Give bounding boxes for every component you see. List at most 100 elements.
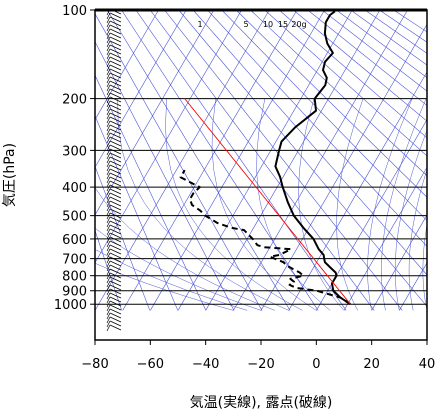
moist-adiabat-line — [95, 262, 234, 311]
isotherm-line — [399, 262, 427, 311]
dry-adiabat-line — [350, 10, 427, 66]
wind-barb — [109, 208, 122, 215]
y-tick-label: 600 — [62, 233, 87, 248]
wind-barb — [106, 200, 111, 208]
isotherm-line — [426, 309, 427, 311]
wind-barb — [106, 80, 111, 88]
mixing-ratio-label: 20g — [291, 20, 306, 29]
wind-barb — [106, 40, 111, 48]
moist-adiabat-line — [422, 223, 427, 311]
wind-barb — [109, 88, 122, 95]
wind-barb — [109, 216, 122, 223]
wind-barb — [106, 140, 111, 148]
wind-barb — [106, 248, 111, 256]
wind-barb — [109, 140, 122, 147]
wind-barb — [109, 260, 122, 267]
wind-barb — [109, 144, 122, 151]
moist-adiabat-line — [95, 227, 262, 311]
moist-adiabat-line — [298, 98, 345, 311]
wind-barb — [106, 164, 111, 172]
wind-barb — [106, 300, 111, 308]
isotherm-line — [95, 10, 187, 168]
dry-adiabat-line — [95, 74, 207, 311]
reference-lines — [95, 10, 427, 311]
wind-barb — [109, 200, 122, 207]
wind-barb — [106, 208, 111, 216]
y-axis-label: 気圧(hPa) — [2, 143, 18, 207]
wind-barb — [109, 312, 122, 319]
wind-barb — [109, 160, 122, 167]
wind-barb — [109, 28, 122, 35]
wind-barb — [106, 28, 111, 36]
isotherm-line — [371, 214, 427, 311]
wind-barb — [109, 180, 122, 187]
wind-barb — [106, 232, 111, 240]
wind-barb — [109, 112, 122, 119]
dewpoint-line — [179, 169, 351, 306]
wind-barb — [109, 272, 122, 279]
isotherm-line — [95, 10, 159, 121]
wind-barb — [106, 264, 111, 272]
wind-barb — [106, 256, 111, 264]
wind-barb — [106, 316, 111, 324]
wind-barb — [109, 124, 122, 131]
wind-barb — [109, 228, 122, 235]
wind-barb — [109, 196, 122, 203]
x-tick-label: 0 — [312, 357, 320, 372]
wind-barb — [109, 92, 122, 99]
dry-adiabat-line — [95, 229, 123, 311]
wind-barb — [109, 80, 122, 87]
y-tick-label: 700 — [62, 253, 87, 268]
x-tick-label: −60 — [137, 357, 164, 372]
wind-barb — [106, 188, 111, 196]
wind-barb — [109, 16, 122, 23]
wind-barb — [106, 272, 111, 280]
wind-barb — [106, 284, 111, 292]
isotherm-line — [150, 10, 325, 311]
wind-barb — [106, 136, 111, 144]
wind-barb — [109, 324, 122, 331]
mixing-ratio-label: 1 — [197, 20, 202, 29]
isotherm-line — [288, 71, 427, 311]
wind-barb — [106, 132, 111, 140]
wind-barb — [109, 164, 122, 171]
y-tick-label: 400 — [62, 181, 87, 196]
wind-barb — [109, 276, 122, 283]
dry-adiabat-line — [149, 10, 375, 311]
wind-barb — [109, 48, 122, 55]
isotherm-line — [233, 10, 408, 311]
moist-adiabat-line — [381, 98, 427, 311]
wind-barb — [109, 236, 122, 243]
wind-barb — [109, 104, 122, 111]
dry-adiabat-line — [221, 10, 427, 222]
mixing-ratio-labels: 1 5 10 15 20g — [197, 20, 306, 29]
dry-adiabat-line — [321, 10, 427, 92]
wind-barb — [109, 72, 122, 79]
dry-adiabat-line — [95, 41, 235, 311]
wind-barb — [109, 320, 122, 327]
mixing-ratio-label: 15 — [278, 20, 288, 29]
wind-barb — [109, 184, 122, 191]
wind-barb — [109, 100, 122, 107]
x-axis-label: 気温(実線), 露点(破線) — [190, 395, 333, 411]
dry-adiabat-line — [121, 10, 319, 311]
dry-adiabat-line — [95, 115, 179, 311]
wind-barb — [109, 120, 122, 127]
mixing-ratio-label: 5 — [243, 20, 248, 29]
wind-barb — [106, 20, 111, 28]
wind-barb — [109, 152, 122, 159]
moist-adiabat-line — [95, 249, 248, 311]
moist-adiabat-line — [117, 98, 289, 311]
dry-adiabat-line — [106, 10, 291, 311]
wind-barb — [106, 76, 111, 84]
wind-barb — [109, 284, 122, 291]
wind-barb — [109, 172, 122, 179]
wind-barb — [106, 48, 111, 56]
dry-adiabat-line — [95, 165, 151, 311]
wind-barb — [109, 296, 122, 303]
wind-barb — [109, 220, 122, 227]
wind-barb — [106, 184, 111, 192]
wind-barb — [109, 280, 122, 287]
wind-barb — [106, 176, 111, 184]
